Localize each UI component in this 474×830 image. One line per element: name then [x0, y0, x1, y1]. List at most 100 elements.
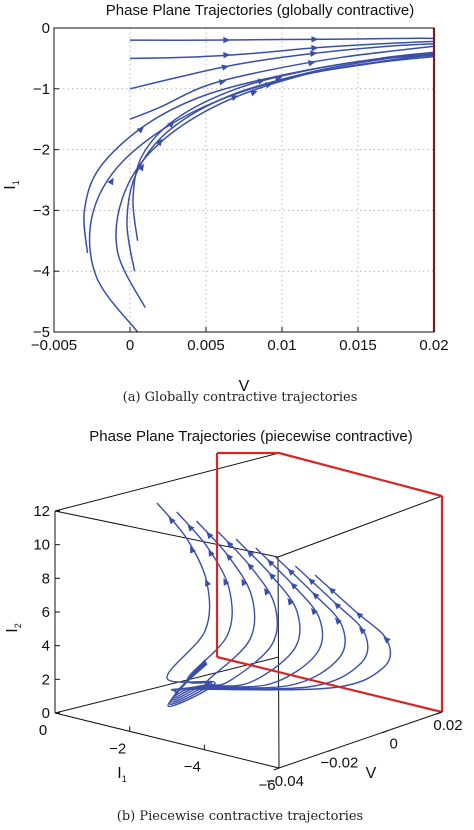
panel-b-z-label-sub: 2 — [13, 623, 23, 628]
panel-b-arrow — [247, 563, 255, 571]
panel-a-x-ticks: −0.005 0 0.005 0.01 0.015 0.02 — [31, 327, 449, 354]
panel-b-x-label-sub: 1 — [122, 774, 127, 784]
panel-b-boundary-edge — [216, 655, 443, 714]
panel-b-arrow — [223, 578, 230, 586]
panel-b-i2-tick-label: 8 — [42, 570, 50, 587]
panel-b-trajectory — [173, 538, 301, 699]
panel-b-arrow — [190, 545, 196, 554]
panel-a-arrow — [155, 138, 163, 147]
panel-b-arrow — [311, 607, 318, 616]
panel-a-trajectory — [129, 37, 435, 41]
panel-b-trajectory — [174, 547, 324, 697]
panel-a-y-tick-label: −4 — [33, 263, 50, 280]
panel-a-y-tick-label: −1 — [33, 81, 50, 98]
panel-a-arrow — [311, 36, 319, 43]
panel-a-x-tick-label: −0.005 — [31, 337, 77, 354]
panel-a-x-tick-label: 0.02 — [419, 337, 448, 354]
panel-b-arrow — [241, 578, 248, 587]
panel-b-z-label-main: I — [4, 628, 21, 632]
panel-b-z-label: I2 — [4, 623, 23, 632]
panel-b-arrow — [312, 592, 320, 600]
panel-b-arrow — [205, 579, 212, 587]
panel-a-trajectory — [129, 45, 435, 120]
panel-a-y-tick-label: −3 — [33, 202, 50, 219]
panel-b-arrow — [358, 627, 367, 635]
panel-b-edge — [278, 711, 443, 769]
panel-b-arrow — [208, 549, 215, 557]
panel-a-x-tick-label: 0.005 — [187, 337, 225, 354]
panel-b-v-tick-label: 0.02 — [433, 717, 462, 734]
panel-b-arrow — [290, 582, 298, 590]
panel-b-trajectory — [171, 529, 279, 701]
panel-a-x-tick-label: 0.015 — [339, 337, 377, 354]
panel-b-box — [54, 452, 443, 769]
panel-a-arrow — [218, 79, 227, 86]
panel-b-v-tick — [382, 730, 388, 734]
panel-b-i2-tick-label: 2 — [42, 671, 50, 688]
panel-b-v-tick — [436, 711, 443, 715]
panel-b-arrow — [206, 531, 214, 540]
panel-b-edge — [54, 656, 280, 714]
panel-b-trajectory — [170, 520, 256, 703]
panel-b-y-label: V — [366, 765, 377, 782]
panel-a-y-tick-label: −2 — [33, 142, 50, 159]
panel-b-trajectory — [156, 502, 216, 707]
panel-b-i2-tick-label: 10 — [33, 537, 50, 554]
panel-b-arrow — [287, 568, 296, 576]
panel-b-trajectory — [173, 565, 369, 693]
panel-b-trajectory — [170, 574, 392, 691]
panel-b-title: Phase Plane Trajectories (piecewise cont… — [89, 428, 412, 445]
panel-b-i1-tick-label: −6 — [258, 777, 275, 794]
svg-text:I2: I2 — [4, 623, 23, 632]
panel-a-y-ticks: 0 −1 −2 −3 −4 −5 — [33, 20, 59, 341]
panel-b-v-tick-label: 0 — [389, 736, 397, 753]
panel-b-v-tick — [273, 767, 280, 771]
panel-a-title: Phase Plane Trajectories (globally contr… — [106, 2, 414, 19]
panel-b-arrow — [226, 541, 234, 549]
panel-b-arrow — [246, 550, 255, 558]
panel-b-edge — [54, 712, 280, 769]
panel-b-boundary-plane — [215, 451, 444, 714]
panel-a-x-tick-label: 0.01 — [267, 337, 296, 354]
panel-b-arrow — [356, 611, 364, 620]
panel-b-caption: (b) Piecewise contractive trajectories — [117, 809, 363, 824]
panel-b-i1-tick-label: 0 — [39, 722, 47, 739]
panel-b-x-label: I1 — [117, 765, 126, 784]
panel-b-arrow — [264, 587, 271, 596]
panel-b-i1-tick-label: −2 — [109, 740, 126, 757]
panel-a-y-tick-label: 0 — [42, 20, 50, 37]
panel-a-arrow — [308, 60, 316, 67]
panel-b-v-tick-label: −0.02 — [320, 754, 358, 771]
panel-b-i2-tick-label: 12 — [33, 503, 50, 520]
panel-a-arrow — [137, 163, 144, 172]
panel-a-grid — [54, 28, 434, 332]
panel-a-trajectory — [126, 52, 435, 272]
panel-b-i1-ticks: 0 −2 −4 −6 — [39, 708, 280, 794]
panel-b-i1-tick-label: −4 — [184, 759, 201, 776]
panel-b-i2-tick-label: 4 — [42, 638, 50, 655]
panel-a-y-tick-label: −5 — [33, 324, 50, 341]
panel-a-arrow — [107, 177, 114, 186]
panel-b-arrow — [383, 636, 391, 644]
panel-a-frame — [53, 27, 435, 333]
panel-b-arrow — [225, 553, 234, 562]
panel-a-trajectory — [115, 54, 435, 309]
panel-a-arrow — [311, 44, 319, 52]
panel-b-arrow — [268, 572, 276, 581]
panel-b-arrow — [187, 524, 195, 532]
panel-a-arrow — [223, 36, 231, 44]
panel-b-boundary-edge — [278, 451, 443, 498]
panel-a-x-tick-label: 0 — [126, 337, 134, 354]
panel-b-arrow — [308, 578, 316, 586]
panel-a-y-label-sub: 1 — [11, 180, 21, 185]
panel-a-arrow — [310, 50, 318, 57]
panel-b-v-ticks: −0.04 −0.02 0 0.02 — [266, 711, 463, 790]
panel-a-trajectory — [83, 54, 435, 254]
panel-a-arrow — [257, 78, 266, 85]
panel-a-x-label: V — [239, 378, 250, 395]
panel-a-caption: (a) Globally contractive trajectories — [123, 390, 358, 405]
panel-b-edge — [54, 510, 279, 558]
panel-a-trajectory — [129, 40, 435, 60]
panel-a-trajectory — [88, 55, 435, 333]
